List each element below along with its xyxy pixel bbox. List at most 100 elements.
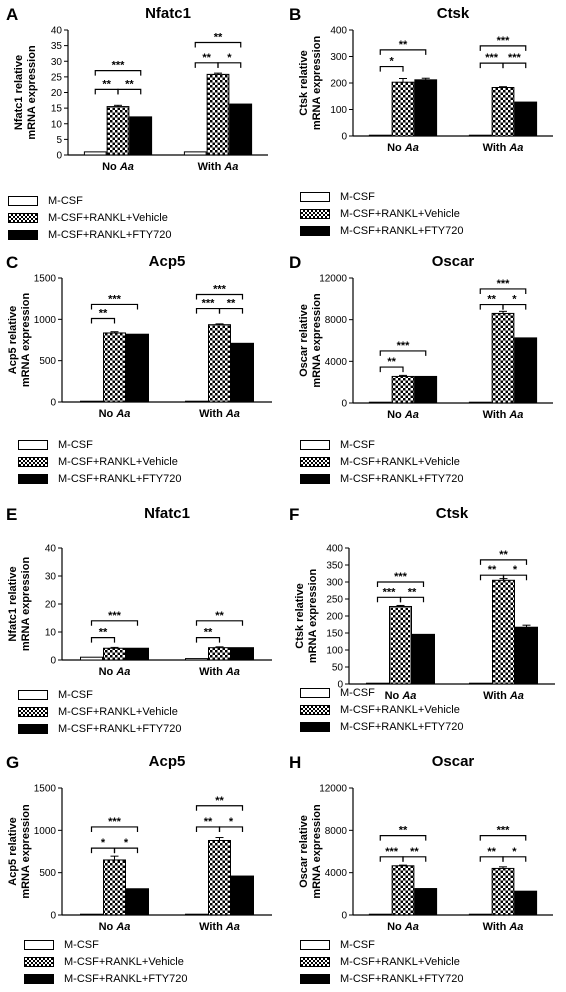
- y-tick-label: 0: [341, 132, 347, 143]
- x-group-label-text: No: [385, 690, 403, 702]
- bar: [106, 106, 130, 156]
- legend-label: M-CSF+RANKL+Vehicle: [340, 455, 460, 468]
- bar: [80, 400, 103, 403]
- bar: [366, 682, 389, 685]
- bar: [83, 151, 107, 156]
- y-tick-label: 30: [45, 572, 57, 583]
- significance-bracket: [502, 574, 528, 581]
- significance-bracket: [218, 307, 244, 314]
- legend-item: M-CSF: [18, 686, 181, 703]
- y-tick-label: 0: [337, 680, 343, 691]
- chart-f: F Ctsk Ctsk relativemRNA expression 0 50 100 1…: [289, 505, 555, 702]
- bar: [208, 839, 231, 916]
- y-axis-label-line: Acp5 relative: [7, 817, 19, 885]
- x-group-label: No Aa: [387, 409, 419, 421]
- y-tick-label: 12000: [319, 784, 347, 795]
- y-tick-label: 350: [326, 561, 343, 572]
- y-axis-label: Oscar relativemRNA expression: [298, 804, 323, 899]
- legend-item: M-CSF+RANKL+Vehicle: [300, 953, 463, 970]
- significance-label: *: [229, 816, 234, 828]
- legend-c: M-CSF M-CSF+RANKL+Vehicle M-CSF+RANKL+FTY7…: [18, 436, 181, 487]
- significance-bracket: [90, 303, 139, 310]
- legend-swatch: [18, 723, 48, 734]
- legend-item: M-CSF+RANKL+FTY720: [300, 222, 463, 239]
- legend-item: M-CSF+RANKL+FTY720: [300, 718, 463, 735]
- y-axis-label: Nfatc1 relativemRNA expression: [7, 557, 32, 652]
- legend-swatch: [8, 229, 38, 240]
- legend-item: M-CSF+RANKL+FTY720: [24, 970, 187, 987]
- legend-item: M-CSF: [8, 192, 171, 209]
- bar: [391, 375, 415, 404]
- panel-letter: G: [6, 753, 19, 772]
- chart-a: A Nfatc1 Nfatc1 relativemRNA expression 0 5 1…: [6, 5, 268, 173]
- y-axis-label-line: mRNA expression: [20, 804, 32, 899]
- legend-h: M-CSF M-CSF+RANKL+Vehicle M-CSF+RANKL+FTY7…: [300, 936, 463, 987]
- legend-label: M-CSF+RANKL+Vehicle: [58, 705, 178, 718]
- bar: [491, 87, 515, 137]
- legend-label: M-CSF: [64, 938, 99, 951]
- bar: [80, 913, 103, 916]
- bar: [231, 875, 254, 916]
- legend-swatch: [24, 973, 54, 984]
- bar: [414, 79, 438, 137]
- panel-c: C Acp5 Acp5 relativemRNA expression 0 500 100…: [0, 248, 283, 420]
- y-axis-label-line: mRNA expression: [20, 293, 32, 388]
- significance-label: *: [512, 294, 517, 306]
- legend-a: M-CSF M-CSF+RANKL+Vehicle M-CSF+RANKL+FTY7…: [8, 192, 171, 243]
- significance-bracket: [502, 303, 527, 310]
- x-group-label-text: With: [198, 161, 225, 173]
- chart-title: Ctsk: [437, 5, 470, 22]
- y-tick-label: 30: [51, 57, 63, 68]
- significance-label: ***: [485, 52, 499, 64]
- significance-bracket: [195, 805, 244, 811]
- x-group-label: No Aa: [99, 666, 131, 678]
- y-axis-label: Ctsk relativemRNA expression: [294, 569, 319, 664]
- y-tick-label: 400: [330, 26, 347, 37]
- legend-label: M-CSF+RANKL+FTY720: [340, 972, 464, 985]
- legend-f: M-CSF M-CSF+RANKL+Vehicle M-CSF+RANKL+FTY7…: [300, 684, 463, 735]
- y-tick-label: 150: [326, 629, 343, 640]
- y-axis-label: Nfatc1 relativemRNA expression: [13, 45, 38, 140]
- significance-label: **: [387, 356, 396, 368]
- y-tick-label: 8000: [325, 315, 348, 326]
- significance-label: **: [215, 610, 224, 622]
- legend-item: M-CSF+RANKL+Vehicle: [300, 453, 463, 470]
- x-group-label: No Aa: [387, 921, 419, 933]
- y-tick-label: 0: [341, 911, 347, 922]
- y-axis-label: Ctsk relativemRNA expression: [298, 36, 323, 131]
- x-group-label-italic: Aa: [404, 142, 419, 154]
- significance-label: **: [202, 52, 211, 64]
- y-tick-label: 400: [326, 544, 343, 555]
- legend-label: M-CSF+RANKL+FTY720: [340, 720, 464, 733]
- bar: [491, 312, 515, 404]
- x-group-label: With Aa: [483, 142, 524, 154]
- bar: [469, 682, 492, 685]
- chart-title: Acp5: [149, 253, 186, 270]
- legend-swatch: [18, 689, 48, 700]
- significance-bracket: [90, 317, 116, 324]
- bar: [391, 865, 415, 916]
- legend-item: M-CSF+RANKL+FTY720: [300, 970, 463, 987]
- y-axis-label: Oscar relativemRNA expression: [298, 293, 323, 388]
- significance-label: ***: [397, 340, 411, 352]
- panel-h: H Oscar Oscar relativemRNA expression 0 4000…: [283, 748, 566, 933]
- legend-label: M-CSF: [340, 938, 375, 951]
- y-axis-label-line: Ctsk relative: [294, 583, 306, 648]
- bar: [208, 647, 231, 661]
- x-group-label: With Aa: [199, 666, 240, 678]
- bar: [514, 337, 538, 404]
- significance-label: **: [125, 78, 134, 90]
- x-group-label: No Aa: [385, 690, 417, 702]
- chart-title: Acp5: [149, 753, 186, 770]
- legend-label: M-CSF: [58, 688, 93, 701]
- significance-label: ***: [508, 52, 522, 64]
- x-group-label: With Aa: [198, 161, 239, 173]
- x-group-label-text: With: [199, 666, 226, 678]
- bar: [183, 151, 207, 156]
- legend-item: M-CSF+RANKL+Vehicle: [18, 703, 181, 720]
- bar: [103, 647, 126, 661]
- significance-label: **: [487, 294, 496, 306]
- significance-label: **: [499, 549, 508, 561]
- significance-label: **: [99, 627, 108, 639]
- y-tick-label: 1500: [34, 784, 57, 795]
